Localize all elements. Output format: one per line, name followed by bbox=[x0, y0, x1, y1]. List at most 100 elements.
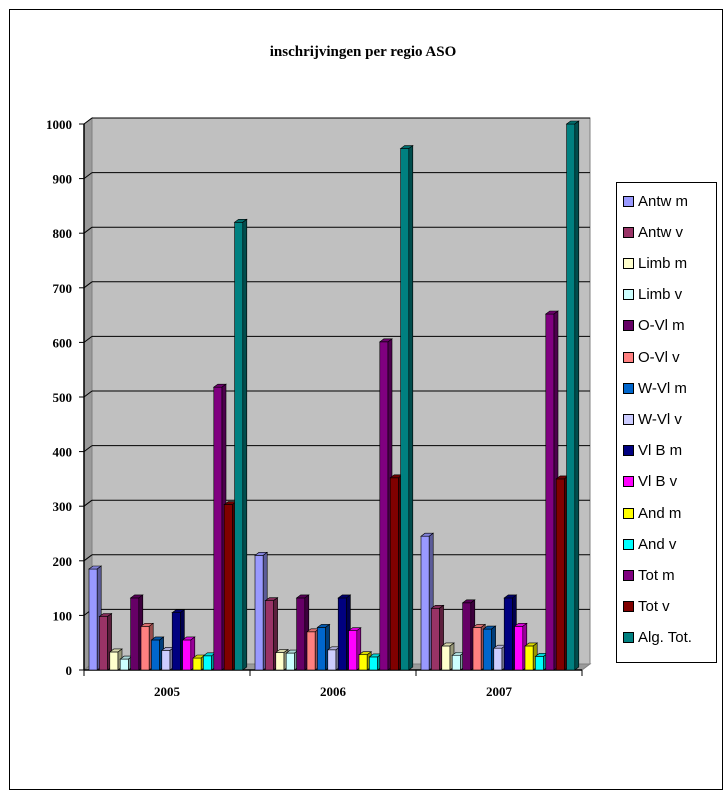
legend-swatch bbox=[623, 476, 634, 488]
bar-front bbox=[400, 148, 410, 671]
bar-front bbox=[130, 597, 140, 671]
legend-item: Limb m bbox=[623, 253, 687, 273]
bar-front bbox=[223, 504, 233, 671]
bar-front bbox=[265, 600, 274, 671]
legend-label: Vl B m bbox=[638, 442, 683, 460]
bar-front bbox=[389, 477, 399, 671]
bar-front bbox=[472, 627, 482, 671]
legend-item: W-Vl m bbox=[623, 378, 687, 398]
legend-swatch bbox=[623, 569, 634, 581]
gridline-side bbox=[83, 335, 93, 343]
bar bbox=[233, 218, 248, 671]
legend-label: And v bbox=[638, 535, 677, 553]
legend-item: O-Vl m bbox=[623, 316, 685, 336]
bar-side bbox=[242, 218, 248, 671]
bar-front bbox=[545, 313, 555, 671]
bar-side bbox=[574, 120, 580, 671]
legend-label: Antw m bbox=[638, 192, 689, 210]
x-tick-label: 2006 bbox=[320, 684, 347, 699]
legend-label: Alg. Tot. bbox=[638, 629, 692, 647]
bar-front bbox=[161, 650, 171, 671]
y-tick-label: 700 bbox=[53, 281, 73, 296]
x-tick-label: 2007 bbox=[486, 684, 513, 699]
bar-front bbox=[358, 654, 368, 671]
bar-front bbox=[213, 386, 223, 671]
legend-swatch bbox=[623, 351, 634, 363]
bar-front bbox=[317, 627, 326, 671]
bar-front bbox=[566, 123, 576, 671]
legend-item: O-Vl v bbox=[623, 347, 680, 367]
bar-front bbox=[348, 630, 358, 671]
bar-front bbox=[420, 535, 430, 671]
legend-label: And m bbox=[638, 504, 682, 522]
y-tick-label: 200 bbox=[53, 554, 73, 569]
legend-swatch bbox=[623, 289, 634, 301]
gridline-side bbox=[83, 117, 93, 125]
bar-side bbox=[408, 144, 414, 671]
bar-front bbox=[327, 649, 337, 671]
legend-label: Antw v bbox=[638, 223, 684, 241]
gridline-side bbox=[83, 499, 93, 507]
y-tick-label: 900 bbox=[53, 172, 73, 187]
y-tick-label: 1000 bbox=[46, 117, 72, 132]
gridline-side bbox=[83, 226, 93, 234]
bar-front bbox=[88, 568, 98, 671]
legend-label: O-Vl m bbox=[638, 317, 685, 335]
legend-item: Antw v bbox=[623, 222, 683, 242]
legend-swatch bbox=[623, 382, 634, 394]
legend-swatch bbox=[623, 257, 634, 269]
bar-front bbox=[275, 652, 285, 671]
legend-item: Tot m bbox=[623, 565, 675, 585]
bar-front bbox=[431, 608, 440, 671]
legend-item: Tot v bbox=[623, 597, 670, 617]
bar-front bbox=[514, 626, 524, 671]
legend-swatch bbox=[623, 601, 634, 613]
bar bbox=[399, 144, 414, 671]
gridline-side bbox=[83, 281, 93, 289]
legend-item: Limb v bbox=[623, 285, 682, 305]
bar-front bbox=[140, 626, 150, 671]
bar-front bbox=[171, 612, 181, 671]
bar-front bbox=[503, 597, 513, 671]
bar-front bbox=[151, 639, 160, 671]
bar-front bbox=[203, 655, 212, 671]
legend-item: Antw m bbox=[623, 191, 688, 211]
bar-front bbox=[99, 616, 108, 671]
bar-front bbox=[234, 221, 244, 671]
legend-swatch bbox=[623, 413, 634, 425]
bar bbox=[461, 599, 476, 671]
bar-front bbox=[535, 656, 544, 671]
legend-swatch bbox=[623, 632, 634, 644]
bar-front bbox=[109, 651, 119, 671]
bar-front bbox=[379, 341, 389, 671]
bar-front bbox=[254, 555, 264, 671]
y-tick-label: 100 bbox=[53, 608, 73, 623]
bar-front bbox=[483, 628, 492, 671]
legend-label: Tot v bbox=[638, 598, 670, 616]
bar-front bbox=[119, 658, 129, 671]
legend-label: Tot m bbox=[638, 566, 675, 584]
y-tick-label: 500 bbox=[53, 390, 73, 405]
legend-label: Vl B v bbox=[638, 473, 678, 491]
y-tick-label: 600 bbox=[53, 335, 73, 350]
legend-swatch bbox=[623, 226, 634, 238]
legend-label: Limb m bbox=[638, 254, 688, 272]
bar-front bbox=[493, 647, 503, 671]
legend-item: And v bbox=[623, 534, 676, 554]
legend-item: W-Vl v bbox=[623, 409, 682, 429]
legend-item: And m bbox=[623, 503, 681, 523]
chart-legend: Antw m Antw v Limb m Limb v O-Vl m O-Vl v W-Vl… bbox=[616, 182, 717, 663]
legend-item: Vl B v bbox=[623, 472, 677, 492]
gridline-side bbox=[83, 172, 93, 180]
y-tick-label: 300 bbox=[53, 499, 73, 514]
chart-title: inschrijvingen per regio ASO bbox=[269, 44, 457, 60]
legend-label: W-Vl v bbox=[638, 410, 682, 428]
legend-label: Limb v bbox=[638, 286, 683, 304]
bar-front bbox=[296, 597, 306, 671]
legend-swatch bbox=[623, 507, 634, 519]
bar-front bbox=[555, 478, 565, 671]
bar-front bbox=[337, 597, 347, 671]
bar-front bbox=[192, 657, 202, 671]
y-tick-label: 400 bbox=[53, 445, 73, 460]
